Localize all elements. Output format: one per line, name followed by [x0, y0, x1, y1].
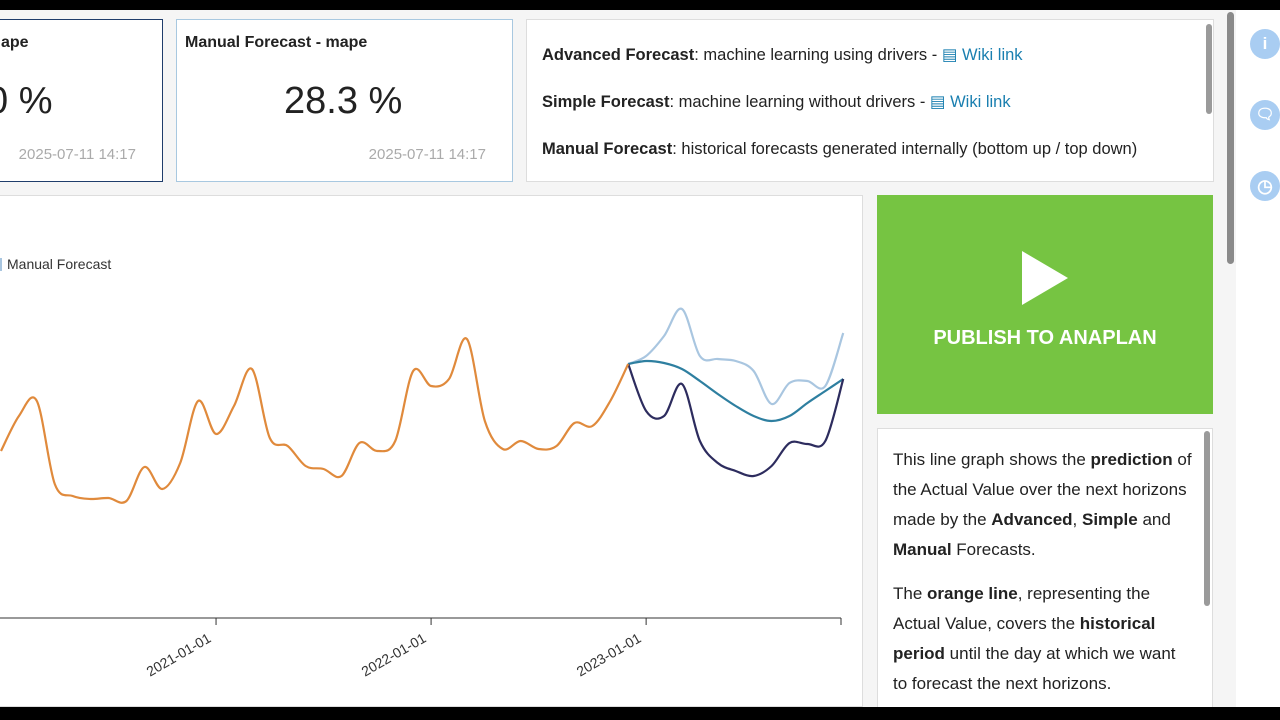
forecast-info-panel: Advanced Forecast: machine learning usin… [526, 19, 1214, 182]
info-advanced: Advanced Forecast: machine learning usin… [542, 41, 1183, 70]
emphasis-text: orange line [927, 584, 1018, 603]
wiki-link-advanced[interactable]: ▤ Wiki link [942, 46, 1023, 64]
description-paragraph-2: The orange line, representing the Actual… [893, 579, 1192, 699]
text: , [1072, 510, 1082, 529]
info-desc: : historical forecasts generated interna… [672, 140, 1138, 158]
description-scrollbar[interactable] [1204, 431, 1210, 606]
kpi-title: Manual Forecast - mape [185, 34, 368, 51]
series-line-simple [628, 359, 844, 423]
series-line-actual [0, 337, 630, 504]
kpi-value: 28.3 % [284, 80, 403, 122]
x-tick-label: 2021-01-01 [144, 630, 214, 680]
kpi-date: 2025-07-11 14:17 [18, 146, 136, 163]
kpi-card-advanced: ape 0 % 2025-07-11 14:17 [0, 19, 163, 182]
emphasis-text: prediction [1090, 450, 1173, 469]
emphasis-text: Advanced [991, 510, 1073, 529]
chart-panel: Manual Forecast 2021-01-01 2022-01-01 2023… [0, 195, 863, 707]
text: , representing the Actual Value, covers … [893, 584, 1151, 633]
text: until the day at which we want to foreca… [893, 644, 1176, 693]
forecast-line-chart: Manual Forecast 2021-01-01 2022-01-01 2023… [0, 256, 845, 680]
series-line-manual [627, 307, 845, 406]
wiki-link-simple[interactable]: ▤ Wiki link [930, 93, 1011, 111]
info-simple: Simple Forecast: machine learning withou… [542, 88, 1183, 117]
x-axis: 2021-01-01 2022-01-01 2023-01-01 [0, 617, 842, 680]
publish-to-anaplan-button[interactable]: PUBLISH TO ANAPLAN [877, 195, 1213, 414]
emphasis-text: Simple [1081, 510, 1138, 529]
info-manual: Manual Forecast: historical forecasts ge… [542, 135, 1183, 164]
series-lines [0, 307, 845, 504]
kpi-date: 2025-07-11 14:17 [368, 146, 486, 163]
chart-description-panel: This line graph shows the prediction of … [877, 428, 1213, 708]
play-icon [1022, 251, 1068, 305]
kpi-title: ape [1, 34, 29, 51]
text: This line graph shows the [893, 450, 1091, 469]
info-desc: : machine learning using drivers - [694, 46, 942, 64]
wiki-link-text[interactable]: Wiki link [962, 46, 1023, 64]
bottom-bar [0, 707, 1280, 720]
text: and [1137, 510, 1171, 529]
book-icon: ▤ [941, 46, 963, 64]
wiki-link-text[interactable]: Wiki link [950, 93, 1011, 111]
chat-icon[interactable]: 🗨 [1250, 100, 1280, 130]
text: Forecasts. [951, 540, 1036, 559]
kpi-value: 0 % [0, 80, 53, 122]
info-scrollbar[interactable] [1206, 24, 1212, 114]
x-tick-label: 2023-01-01 [574, 630, 644, 680]
info-desc: : machine learning without drivers - [669, 93, 930, 111]
info-label: Simple Forecast [542, 93, 670, 111]
legend-manual-forecast: Manual Forecast [7, 256, 111, 272]
legend-swatch-manual [0, 258, 2, 271]
description-paragraph-1: This line graph shows the prediction of … [893, 445, 1192, 565]
kpi-card-manual: Manual Forecast - mape 28.3 % 2025-07-11… [176, 19, 513, 182]
info-icon[interactable]: i [1250, 29, 1280, 59]
emphasis-text: Manual [893, 540, 952, 559]
x-tick-label: 2022-01-01 [359, 630, 429, 680]
clock-icon[interactable]: ◷ [1250, 171, 1280, 201]
text: The [893, 584, 928, 603]
page-scrollbar[interactable] [1227, 12, 1234, 264]
info-label: Advanced Forecast [542, 46, 695, 64]
series-line-advanced [627, 363, 845, 478]
top-bar [0, 0, 1280, 10]
info-label: Manual Forecast [542, 140, 673, 158]
publish-label: PUBLISH TO ANAPLAN [933, 327, 1157, 349]
book-icon: ▤ [929, 93, 951, 111]
emphasis-text: historical period [893, 614, 1156, 663]
text: of the Actual Value over the next horizo… [893, 450, 1192, 529]
